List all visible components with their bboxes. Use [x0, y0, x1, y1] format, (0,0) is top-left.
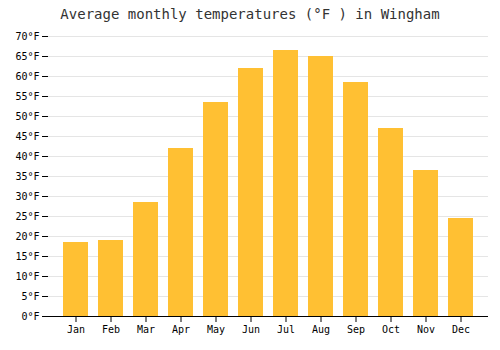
svg-text:May: May	[207, 324, 225, 335]
html-text:Average monthly temperatures (: Average monthly temperatures (°F ) in Wi…	[60, 6, 440, 22]
svg-text:Oct: Oct	[382, 324, 400, 335]
svg-text:Aug: Aug	[312, 324, 330, 335]
svg-text:60°F: 60°F	[15, 71, 39, 82]
svg-text:30°F: 30°F	[15, 191, 39, 202]
svg-text:Nov: Nov	[417, 324, 435, 335]
svg-text:Jun: Jun	[242, 324, 260, 335]
svg-text:Dec: Dec	[452, 324, 470, 335]
svg-text:50°F: 50°F	[15, 111, 39, 122]
svg-text:70°F: 70°F	[15, 31, 39, 42]
svg-text:20°F: 20°F	[15, 231, 39, 242]
svg-text:45°F: 45°F	[15, 131, 39, 142]
svg-text:Sep: Sep	[347, 324, 365, 335]
svg-text:65°F: 65°F	[15, 51, 39, 62]
svg-text:Feb: Feb	[102, 324, 120, 335]
svg-text:55°F: 55°F	[15, 91, 39, 102]
svg-text:Jan: Jan	[67, 324, 85, 335]
svg-text:5°F: 5°F	[21, 291, 39, 302]
svg-text:40°F: 40°F	[15, 151, 39, 162]
svg-text:10°F: 10°F	[15, 271, 39, 282]
svg-text:35°F: 35°F	[15, 171, 39, 182]
svg-text:0°F: 0°F	[21, 311, 39, 322]
svg-text:Apr: Apr	[172, 324, 190, 335]
svg-text:Jul: Jul	[277, 324, 295, 335]
svg-text:15°F: 15°F	[15, 251, 39, 262]
svg-text:Mar: Mar	[137, 324, 155, 335]
svg-text:25°F: 25°F	[15, 211, 39, 222]
